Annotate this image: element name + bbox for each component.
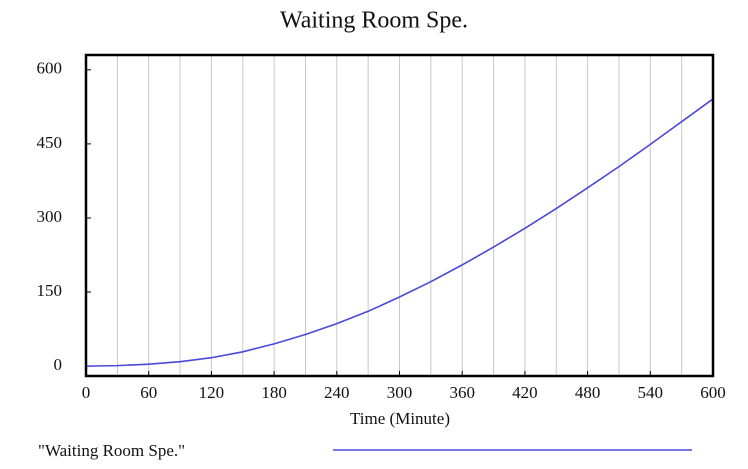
y-tick-label: 300 — [37, 207, 63, 226]
x-tick-label: 60 — [140, 383, 157, 402]
x-tick-label: 420 — [512, 383, 538, 402]
y-tick-label: 0 — [54, 355, 63, 374]
x-tick-label: 120 — [199, 383, 225, 402]
x-tick-label: 540 — [638, 383, 664, 402]
x-axis-label: Time (Minute) — [350, 409, 450, 428]
x-tick-label: 600 — [700, 383, 726, 402]
x-tick-label: 480 — [575, 383, 601, 402]
chart-title: Waiting Room Spe. — [280, 8, 468, 34]
x-tick-label: 360 — [449, 383, 475, 402]
x-tick-label: 0 — [82, 383, 91, 402]
grid — [85, 55, 714, 376]
series-line — [85, 98, 714, 367]
plot — [85, 98, 714, 367]
y-tick-label: 150 — [37, 281, 63, 300]
x-tick-label: 240 — [324, 383, 350, 402]
y-tick-label: 600 — [37, 59, 63, 78]
plot-frame — [84, 53, 715, 378]
legend-label: "Waiting Room Spe." — [38, 441, 185, 460]
x-tick-label: 300 — [387, 383, 413, 402]
y-tick-label: 450 — [37, 133, 63, 152]
x-tick-label: 180 — [261, 383, 287, 402]
